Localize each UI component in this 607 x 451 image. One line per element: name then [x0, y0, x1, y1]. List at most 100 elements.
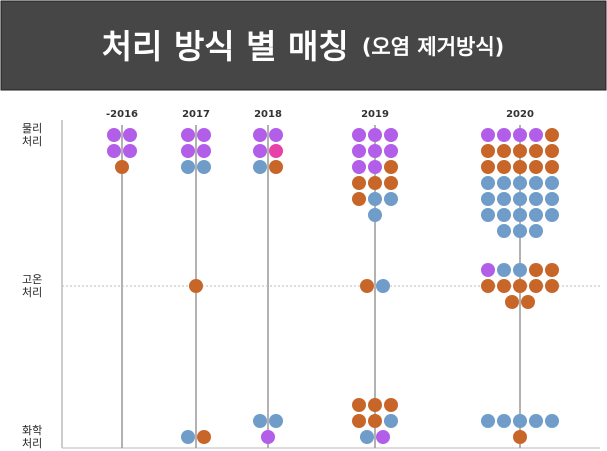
dot	[497, 128, 511, 142]
dot	[352, 398, 366, 412]
x-tick-label: 2020	[506, 109, 534, 120]
dot	[384, 160, 398, 174]
dot	[513, 176, 527, 190]
dot	[545, 176, 559, 190]
dot	[352, 144, 366, 158]
dot	[181, 128, 195, 142]
x-tick-label: 2019	[361, 109, 389, 120]
dot	[368, 192, 382, 206]
dot	[360, 279, 374, 293]
dot	[261, 430, 275, 444]
dot	[497, 224, 511, 238]
dot	[368, 144, 382, 158]
dot	[481, 160, 495, 174]
dot	[481, 144, 495, 158]
dot	[376, 279, 390, 293]
dot	[189, 279, 203, 293]
row-label: 고온	[22, 273, 42, 286]
dot	[497, 279, 511, 293]
dot	[529, 128, 543, 142]
dot	[481, 128, 495, 142]
dot	[352, 414, 366, 428]
dot	[497, 160, 511, 174]
dot	[513, 144, 527, 158]
dot	[545, 144, 559, 158]
dot	[497, 414, 511, 428]
dot	[368, 128, 382, 142]
dot	[513, 128, 527, 142]
dot	[107, 144, 121, 158]
dot	[513, 160, 527, 174]
row-label: 처리	[22, 286, 42, 299]
dot	[181, 144, 195, 158]
dot	[529, 208, 543, 222]
dot	[384, 414, 398, 428]
dot	[497, 263, 511, 277]
dot	[497, 192, 511, 206]
dot	[123, 128, 137, 142]
dot	[197, 144, 211, 158]
dot	[481, 279, 495, 293]
dot	[481, 176, 495, 190]
dot	[529, 279, 543, 293]
dot	[529, 263, 543, 277]
dot	[497, 208, 511, 222]
dot	[384, 128, 398, 142]
dot	[529, 160, 543, 174]
dot	[368, 208, 382, 222]
dot	[497, 144, 511, 158]
dot	[545, 263, 559, 277]
dot	[529, 414, 543, 428]
dot	[545, 192, 559, 206]
dot	[253, 144, 267, 158]
dot	[384, 192, 398, 206]
dot	[513, 414, 527, 428]
dot	[181, 160, 195, 174]
row-label: 물리	[22, 122, 42, 135]
dot	[352, 176, 366, 190]
dot	[545, 279, 559, 293]
dot	[481, 263, 495, 277]
dot	[352, 160, 366, 174]
dot	[384, 398, 398, 412]
dot	[513, 192, 527, 206]
dot	[529, 176, 543, 190]
dot	[384, 144, 398, 158]
dot	[376, 430, 390, 444]
dot	[513, 263, 527, 277]
dot	[197, 128, 211, 142]
dot	[545, 128, 559, 142]
dot	[269, 160, 283, 174]
dot	[384, 176, 398, 190]
row-label: 처리	[22, 135, 42, 148]
dot	[481, 414, 495, 428]
x-tick-label: -2016	[106, 109, 138, 120]
dot	[513, 224, 527, 238]
dot	[197, 160, 211, 174]
dot	[253, 160, 267, 174]
dot	[521, 295, 535, 309]
dot	[368, 414, 382, 428]
dot	[360, 430, 374, 444]
dot	[529, 144, 543, 158]
dot	[545, 414, 559, 428]
chart-title: 처리 방식 별 매칭 (오염 제거방식)	[102, 27, 505, 66]
dot	[545, 208, 559, 222]
dot	[505, 295, 519, 309]
dot	[545, 160, 559, 174]
dot	[253, 128, 267, 142]
dot	[513, 208, 527, 222]
dot	[197, 430, 211, 444]
dot	[481, 208, 495, 222]
row-label: 처리	[22, 437, 42, 450]
dot	[529, 224, 543, 238]
dot	[253, 414, 267, 428]
dot	[115, 160, 129, 174]
dot	[368, 160, 382, 174]
dot	[352, 192, 366, 206]
dot	[107, 128, 121, 142]
dot	[352, 128, 366, 142]
title: 처리 방식 별 매칭	[102, 27, 349, 66]
header-band	[0, 0, 607, 91]
